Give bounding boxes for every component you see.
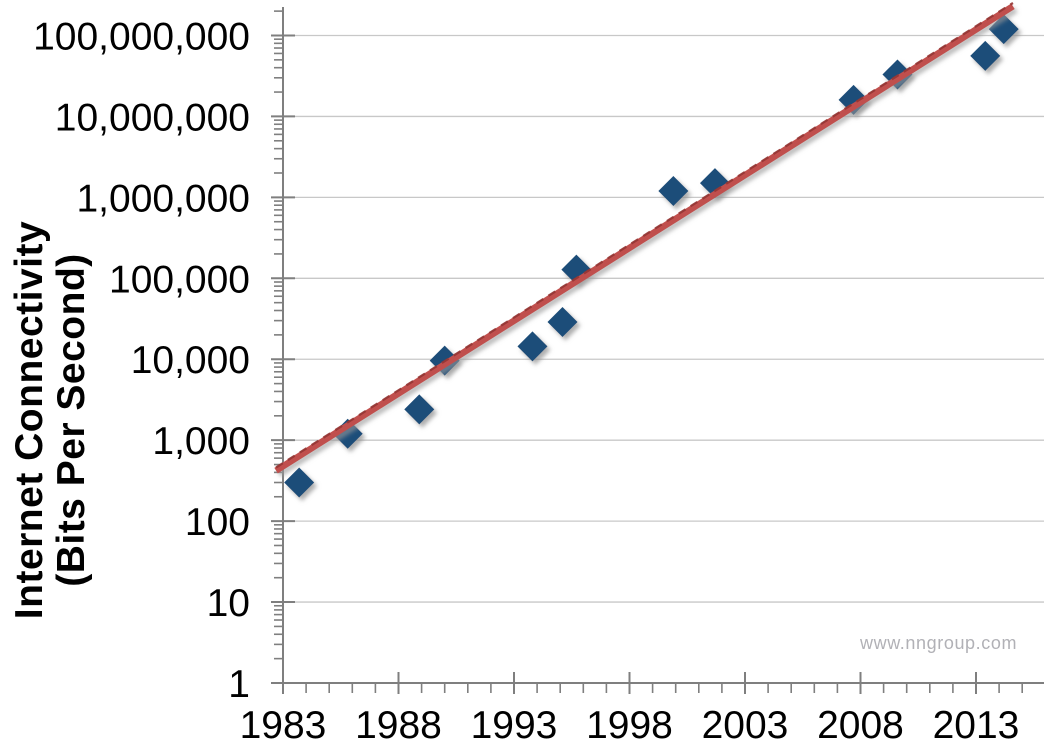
tick-labels-layer: 1 10 100 1,000 10,000 100,000 1,000,000 10,000,…: [33, 15, 1019, 747]
gridlines-layer: [283, 34, 1044, 684]
y-axis-title-line2: (Bits Per Second): [50, 253, 93, 587]
y-axis-title: Internet Connectivity (Bits Per Second): [8, 140, 97, 700]
dashed-growth-line: [275, 2, 1014, 469]
series-layer: [274, 2, 1019, 498]
x-tick-label: 2008: [817, 704, 904, 747]
y-tick-label: 10: [207, 582, 250, 625]
data-point: [517, 331, 548, 362]
x-tick-label: 1988: [355, 704, 442, 747]
data-point: [547, 307, 578, 338]
x-tick-label: 1983: [240, 704, 327, 747]
y-tick-label: 100,000: [109, 258, 250, 301]
data-point: [658, 175, 689, 206]
y-axis-title-line1: Internet Connectivity: [8, 220, 51, 620]
data-point: [970, 40, 1001, 71]
y-tick-label: 10,000,000: [55, 96, 250, 139]
x-tick-label: 2013: [933, 704, 1020, 747]
watermark: www.nngroup.com: [860, 633, 1018, 653]
y-tick-label: 100,000,000: [33, 15, 250, 58]
y-tick-label: 100: [185, 501, 250, 544]
data-point: [284, 467, 315, 498]
data-point: [988, 14, 1019, 45]
axes-layer: [271, 7, 1044, 694]
y-tick-label: 10,000: [131, 339, 250, 382]
trend-line: [274, 3, 1015, 474]
x-tick-label: 1993: [471, 704, 558, 747]
y-tick-label: 1,000,000: [76, 177, 250, 220]
y-tick-label: 1,000: [152, 420, 250, 463]
y-tick-label: 1: [228, 663, 250, 706]
data-point: [404, 394, 435, 425]
x-tick-label: 2003: [702, 704, 789, 747]
x-tick-label: 1998: [586, 704, 673, 747]
